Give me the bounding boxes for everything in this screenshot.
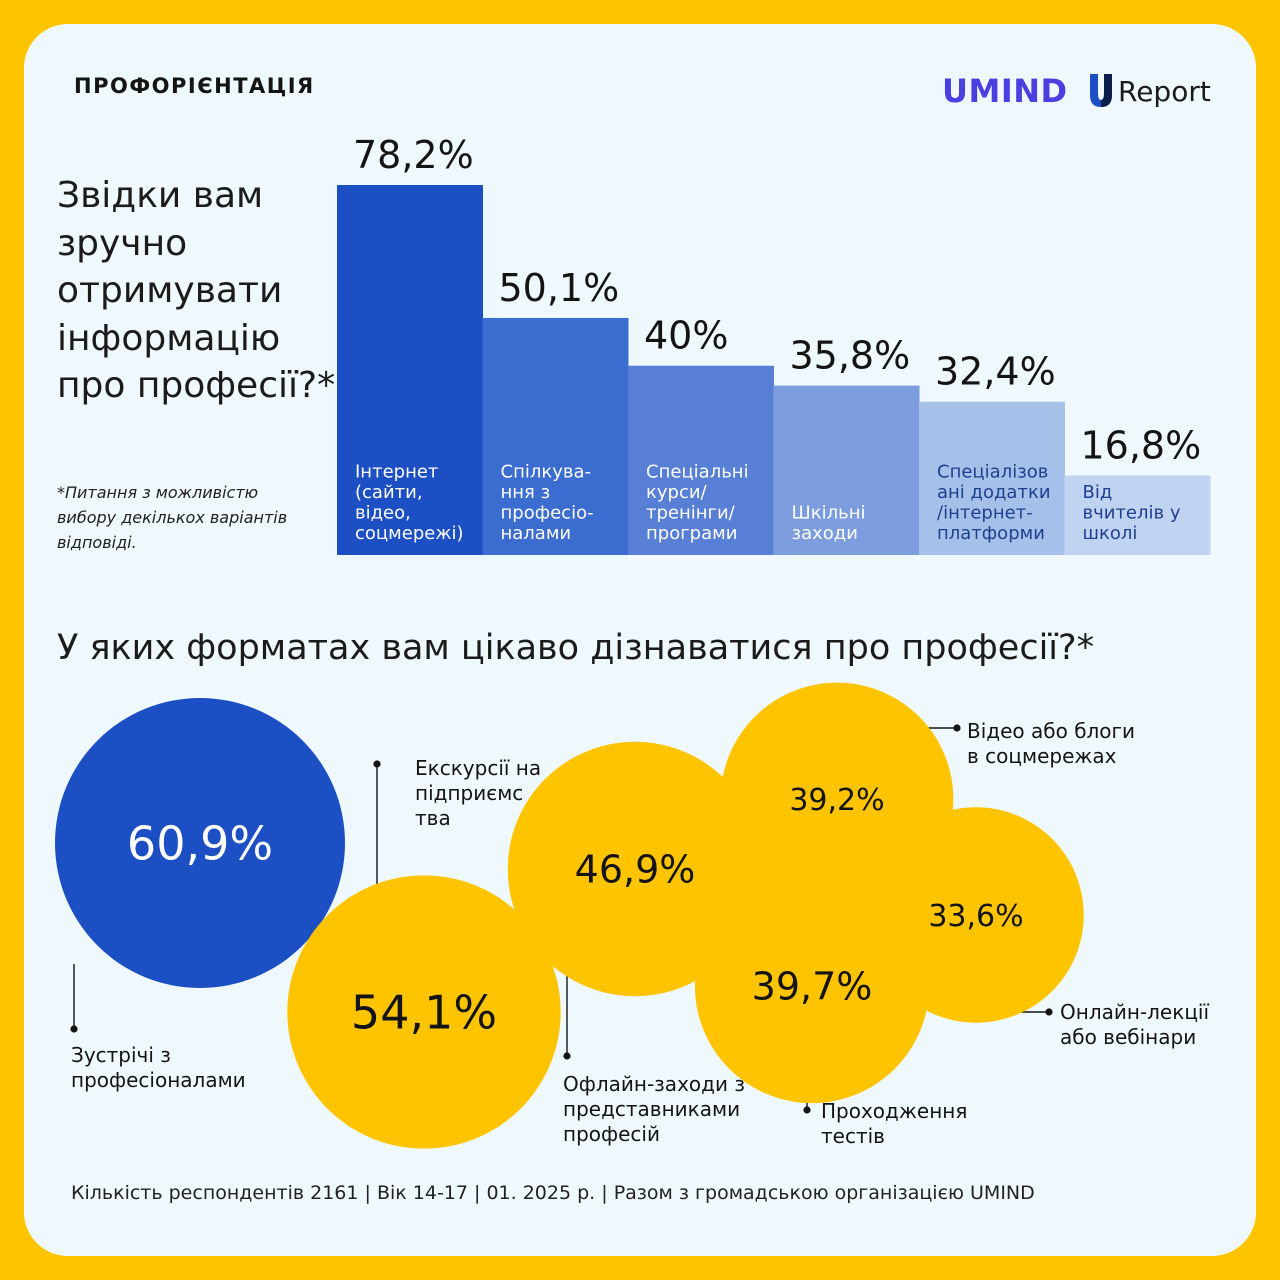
bar-category-label: Спілкува-ння з професіо-налами [501,462,594,545]
bar-category-label: Спеціалізов ані додатки/інтернет-платформ… [937,462,1051,545]
bubble-value-label: 54,1% [351,986,497,1040]
question1-note: *Питання з можливістю вибору декількох в… [57,483,288,552]
bubble-leader-dot [803,1106,811,1114]
bubble-value-label: 39,2% [789,783,884,818]
bar-4 [773,385,920,555]
bubble-2 [287,875,561,1149]
bubble-value-label: 46,9% [575,848,696,892]
bubble-category-label: Відео або блоги в соцмережах [967,719,1135,768]
bar-category-label: Спеціальні курси/тренінги/програми [646,462,749,545]
bar-category-label: Шкільні заходи [792,503,866,545]
bar-value-label: 32,4% [935,350,1056,394]
section-tag: ПРОФОРІЄНТАЦІЯ [74,74,315,98]
bar-value-label: 78,2% [353,133,474,177]
ureport-logo-text: Report [1118,74,1211,108]
umind-logo: UMIND [942,72,1068,110]
bubble-leader-dot [953,724,961,732]
formats-bubble-chart: 60,9% Зустрічі з професіоналами 54,1% Екскур… [55,682,1209,1149]
bubble-3 [507,741,763,997]
bar-value-label: 16,8% [1081,424,1202,468]
infographic-card: ПРОФОРІЄНТАЦІЯ UMIND Report Звідки вам з… [24,24,1256,1256]
sources-bar-chart: 78,2% Інтернет (сайти, відео, соцмережі) 50,1… [337,133,1211,555]
bar-value-label: 35,8% [790,334,911,378]
bubble-category-label: Екскурсії на підприємс тва [415,756,541,830]
bubble-category-label: Проходження тестів [821,1099,967,1148]
question1-title: Звідки вам зручно отримувати інформацію … [57,175,336,406]
bubble-leader-dot [563,1052,571,1060]
bar-2 [482,317,629,555]
bar-3 [628,365,774,555]
bubble-1 [55,698,345,988]
bubble-value-label: 60,9% [127,817,273,871]
bar-category-label: Інтернет (сайти, відео, соцмережі) [355,462,464,545]
bubble-leader-dot [1045,1008,1053,1016]
bubble-6 [868,807,1084,1023]
bubble-category-label: Зустрічі з професіоналами [71,1043,246,1092]
bubble-value-label: 33,6% [928,899,1023,934]
bubble-leader-dot [70,1025,78,1033]
bar-category-label: Від вчителів у школі [1083,482,1181,544]
bar-5 [919,401,1065,555]
bubble-value-label: 39,7% [752,965,873,1009]
bubble-category-label: Офлайн-заходи з представниками професій [563,1072,745,1146]
question2-title: У яких форматах вам цікаво дізнаватися п… [57,628,1095,668]
ureport-logo: Report [1088,74,1211,108]
bar-6 [1064,475,1211,555]
ureport-u-icon [1090,74,1112,107]
bubble-category-label: Онлайн-лекції або вебінари [1060,1000,1209,1049]
bar-value-label: 50,1% [499,266,620,310]
bar-value-label: 40% [644,314,728,358]
footer-info: Кількість респондентів 2161 | Вік 14-17 … [71,1182,1035,1204]
bubble-leader-dot [373,760,381,768]
bar-1 [337,185,483,555]
